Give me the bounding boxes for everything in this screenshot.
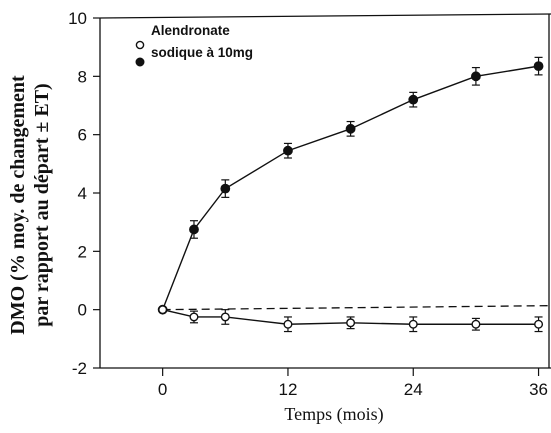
legend-label-line-1: Alendronate [151,23,230,38]
data-point-filled [471,71,481,82]
x-tick-label: 24 [404,380,423,399]
data-point-open [534,319,544,329]
data-point-filled [189,224,199,235]
y-tick-label: 10 [68,9,87,28]
data-point-open [189,312,199,322]
data-point-filled [220,183,231,194]
x-tick-label: 36 [529,380,548,399]
series-line-open [162,308,539,325]
y-tick-label: 0 [78,301,87,320]
y-tick-label: -2 [72,359,87,378]
data-point-open [283,319,293,329]
data-point-filled [283,145,293,156]
top-frame-line [99,13,551,19]
x-axis-label: Temps (mois) [284,404,383,425]
data-point-filled [345,123,356,134]
y-tick-label: 4 [78,184,87,203]
y-axis-label-line-1: DMO (% moy. de changement [7,75,29,335]
y-axis-label: DMO (% moy. de changement par rapport au… [7,75,53,335]
x-tick-label: 0 [158,380,167,399]
data-point-open [158,305,168,315]
data-point-open [346,318,356,328]
y-tick-label: 8 [78,67,87,86]
x-tick-label: 12 [278,380,297,399]
y-tick-label: 6 [78,126,87,145]
series-line-filled [161,65,539,310]
legend: Alendronate sodique à 10mg [135,23,253,67]
data-point-open [408,319,418,329]
y-axis-label-line-2: par rapport au départ ± ET) [31,83,53,326]
data-point-open [471,319,481,329]
y-tick-label: 2 [78,242,87,261]
data-point-open [220,312,230,322]
baseline-dashed-line [162,305,550,311]
data-point-filled [408,94,419,105]
data-point-filled [533,61,544,72]
legend-label-line-2: sodique à 10mg [151,45,253,60]
legend-filled-circle-marker [135,57,145,67]
legend-open-circle-marker [135,40,145,50]
